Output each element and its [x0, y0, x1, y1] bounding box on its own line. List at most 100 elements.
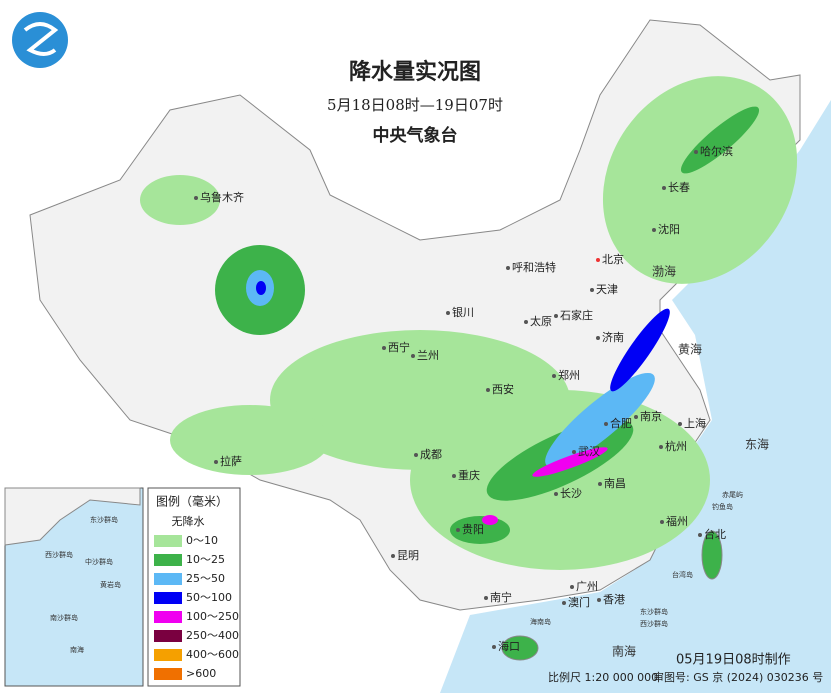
city-label: 澳门: [568, 595, 590, 609]
place-label: 东海: [745, 437, 769, 452]
city-dot: [698, 533, 702, 537]
inset-label: 南沙群岛: [50, 613, 78, 622]
city-label: 济南: [602, 330, 624, 344]
rain-areas: [140, 76, 798, 570]
inset-label: 西沙群岛: [45, 550, 73, 559]
legend-label: 10～25: [186, 553, 225, 566]
city-label: 重庆: [458, 468, 480, 482]
city-dot: [552, 374, 556, 378]
city-dot: [660, 520, 664, 524]
city-dot: [634, 415, 638, 419]
city-dot: [596, 336, 600, 340]
city-label: 呼和浩特: [512, 260, 556, 274]
city-label: 福州: [666, 514, 688, 528]
city-label: 杭州: [665, 439, 687, 453]
inset-label: 南海: [70, 645, 84, 654]
taiwan: [701, 530, 723, 580]
city-dot: [662, 186, 666, 190]
legend-label: 400～600: [186, 648, 239, 661]
city-label: 石家庄: [560, 308, 593, 322]
place-label: 渤海: [652, 264, 676, 279]
rain-area: [545, 372, 655, 468]
city-dot: [554, 314, 558, 318]
city-dot: [411, 354, 415, 358]
legend-items: 无降水 0～10 10～25 25～50 50～100 100～250 250～400 400…: [154, 514, 239, 680]
city-dot: [452, 474, 456, 478]
city-dot: [194, 196, 198, 200]
legend-label: 50～100: [186, 591, 232, 604]
place-label: 东沙群岛: [640, 607, 668, 616]
hainan: [501, 635, 539, 661]
legend-swatch: [154, 630, 182, 642]
legend-label: 25～50: [186, 572, 225, 585]
city-label: 广州: [576, 580, 598, 593]
legend-label: 0～10: [186, 534, 218, 547]
inset-label: 黄岩岛: [100, 580, 121, 589]
city-dot: [446, 311, 450, 315]
city-label: 太原: [530, 315, 552, 328]
place-label: 赤尾屿: [722, 490, 743, 499]
city-dot: [598, 482, 602, 486]
city-label: 银川: [452, 305, 474, 319]
city-dot: [570, 585, 574, 589]
rain-area: [482, 515, 498, 525]
city-dot: [484, 596, 488, 600]
city-label: 长春: [668, 181, 690, 194]
city-label: 南昌: [604, 477, 626, 490]
logo-mark: [23, 22, 59, 56]
inset-label: 东沙群岛: [90, 515, 118, 524]
rain-area: [256, 281, 266, 295]
city-label: 武汉: [578, 445, 600, 458]
city-dot: [562, 601, 566, 605]
agency: 中央气象台: [373, 125, 458, 146]
city-label: 西安: [492, 382, 514, 396]
city-dot: [597, 598, 601, 602]
city-dot: [659, 445, 663, 449]
legend-swatch: [154, 554, 182, 566]
city-dot: [604, 422, 608, 426]
legend-swatch: [154, 535, 182, 547]
scale: 比例尺 1:20 000 000: [548, 670, 658, 684]
rain-area: [610, 308, 670, 392]
legend-label: 250～400: [186, 629, 239, 642]
ocean: [440, 0, 831, 693]
city-dot: [391, 554, 395, 558]
place-label: 西沙群岛: [640, 619, 668, 628]
legend-swatch: [154, 611, 182, 623]
inset-land: [4, 487, 141, 546]
rain-area: [532, 447, 608, 477]
legend-swatch: [154, 668, 182, 680]
city-dot: [486, 388, 490, 392]
city-label: 昆明: [397, 549, 419, 562]
city-label: 北京: [602, 252, 624, 266]
legend-label: >600: [186, 667, 216, 680]
place-label: 钓鱼岛: [712, 502, 733, 511]
city-dot: [492, 645, 496, 649]
city-label: 沈阳: [658, 222, 680, 236]
city-dot: [214, 460, 218, 464]
title: 降水量实况图: [349, 59, 481, 85]
city-dot: [382, 346, 386, 350]
city-dot: [596, 258, 600, 262]
city-label: 海口: [498, 639, 520, 653]
city-label: 哈尔滨: [700, 144, 733, 158]
city-label: 香港: [603, 593, 625, 606]
city-label: 贵阳: [462, 523, 484, 536]
legend-swatch: [154, 573, 182, 585]
place-label: 海南岛: [530, 617, 551, 626]
city-label: 南宁: [490, 590, 512, 604]
city-label: 上海: [684, 416, 706, 430]
subtitle: 5月18日08时—19日07时: [327, 96, 503, 114]
city-dot: [506, 266, 510, 270]
legend-swatch: [154, 592, 182, 604]
city-dot: [678, 422, 682, 426]
place-label: 黄海: [678, 342, 702, 357]
rain-area: [680, 106, 760, 174]
place-label: 台湾岛: [672, 570, 693, 579]
city-label: 兰州: [417, 349, 439, 362]
city-label: 合肥: [610, 416, 632, 430]
city-label: 乌鲁木齐: [200, 190, 244, 204]
inset-label: 中沙群岛: [85, 557, 113, 566]
